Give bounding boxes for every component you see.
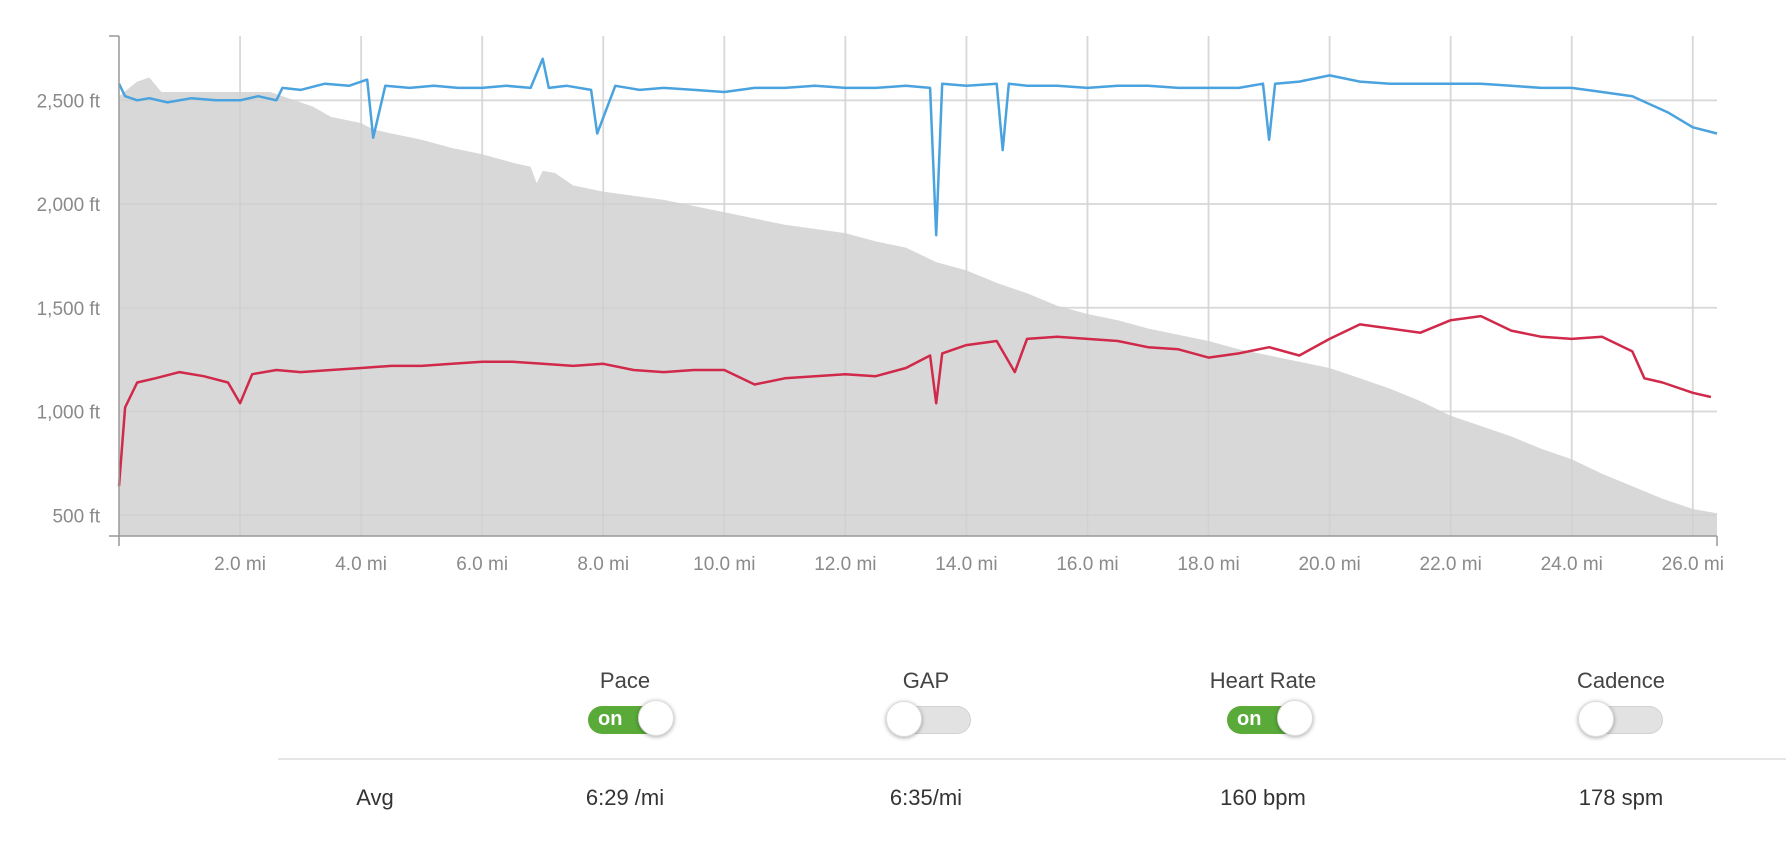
metric-label-cadence: Cadence — [1576, 668, 1666, 693]
y-tick-label: 2,500 ft — [37, 91, 101, 112]
pace-toggle[interactable]: on — [588, 700, 674, 736]
toggle-knob — [1578, 701, 1614, 737]
y-tick-label: 1,500 ft — [37, 299, 101, 320]
avg-cadence-number: 178 — [1578, 785, 1616, 810]
avg-heart-rate-unit: bpm — [1256, 785, 1306, 810]
x-axis-tick-labels: 2.0 mi 4.0 mi 6.0 mi 8.0 mi 10.0 mi 12.0 mi 14… — [214, 554, 1724, 575]
avg-cadence-unit: spm — [1615, 785, 1664, 810]
gap-toggle[interactable] — [886, 701, 971, 737]
x-tick-label: 6.0 mi — [456, 554, 508, 575]
toggle-on-text: on — [1237, 708, 1262, 730]
series-lines — [117, 57, 1718, 487]
metric-cadence: Cadence — [1521, 660, 1721, 760]
avg-gap-number: 6:35/mi — [889, 785, 963, 810]
avg-pace-number: 6:29 — [585, 785, 629, 810]
heart-rate-toggle[interactable]: on — [1227, 700, 1313, 736]
toggle-knob — [1277, 700, 1313, 736]
x-tick-label: 10.0 mi — [693, 554, 755, 575]
series-line-heart-rate — [117, 314, 1712, 487]
x-tick-label: 20.0 mi — [1298, 554, 1360, 575]
y-tick-label: 1,000 ft — [37, 403, 101, 424]
metric-pace: Pace on — [525, 660, 725, 760]
avg-heart-rate-value: 160 bpm — [1163, 785, 1363, 811]
toggle-knob — [638, 700, 674, 736]
avg-pace-unit: /mi — [628, 785, 665, 810]
metric-heart-rate: Heart Rate on — [1163, 660, 1363, 760]
x-tick-label: 22.0 mi — [1420, 554, 1482, 575]
elevation-area — [119, 77, 1717, 536]
y-tick-label: 500 ft — [52, 506, 100, 527]
x-tick-label: 14.0 mi — [935, 554, 997, 575]
x-tick-label: 18.0 mi — [1177, 554, 1239, 575]
x-tick-label: 16.0 mi — [1056, 554, 1118, 575]
x-tick-label: 12.0 mi — [814, 554, 876, 575]
metric-label-gap: GAP — [902, 668, 950, 693]
x-tick-label: 2.0 mi — [214, 554, 266, 575]
metric-gap: GAP — [826, 660, 1026, 760]
chart-axes — [109, 35, 1718, 546]
x-tick-label: 8.0 mi — [577, 554, 629, 575]
y-axis-tick-labels: 500 ft 1,000 ft 1,500 ft 2,000 ft 2,500 ft — [37, 91, 101, 527]
avg-heart-rate-number: 160 — [1220, 785, 1257, 810]
toggle-knob — [886, 701, 922, 737]
avg-cadence-value: 178 spm — [1521, 785, 1721, 811]
x-tick-label: 4.0 mi — [335, 554, 387, 575]
avg-pace-value: 6:29 /mi — [525, 785, 725, 811]
metric-controls: Pace on GAP Heart Rate on Cadence Avg 6:… — [0, 660, 1786, 860]
metric-label-heart-rate: Heart Rate — [1209, 668, 1317, 693]
metric-label-pace: Pace — [599, 668, 651, 693]
avg-row-label: Avg — [356, 785, 394, 810]
cadence-toggle[interactable] — [1578, 701, 1663, 737]
summary-divider — [278, 758, 1786, 760]
x-tick-label: 26.0 mi — [1662, 554, 1724, 575]
elevation-pace-hr-chart: 2.0 mi 4.0 mi 6.0 mi 8.0 mi 10.0 mi 12.0 mi 14… — [37, 35, 1724, 575]
avg-gap-value: 6:35/mi — [826, 785, 1026, 811]
chart-grid-overlay — [119, 36, 1717, 536]
toggle-on-text: on — [598, 708, 623, 730]
y-tick-label: 2,000 ft — [37, 195, 101, 216]
x-tick-label: 24.0 mi — [1541, 554, 1603, 575]
series-line-pace — [117, 57, 1718, 237]
